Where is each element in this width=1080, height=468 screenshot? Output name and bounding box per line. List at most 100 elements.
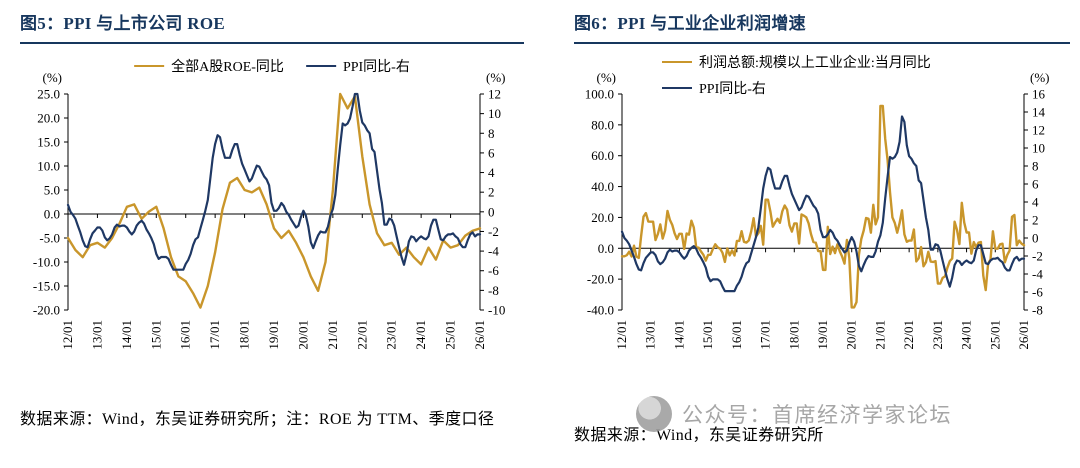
y-tick-label-right: 0 xyxy=(488,204,495,219)
y-tick-label-right: 6 xyxy=(1032,177,1039,192)
legend-item: PPI同比-右 xyxy=(662,78,766,98)
figure6-chart: 利润总额:规模以上工业企业:当月同比 PPI同比-右 100.0 80.0 60.0 4… xyxy=(574,48,1070,396)
y-tick-label-left: 40.0 xyxy=(591,179,614,194)
y-tick-label-right: 6 xyxy=(488,145,495,160)
x-tick-label: 16/01 xyxy=(178,320,193,350)
figure5-chart: 全部A股ROE-同比 PPI同比-右 25.0 20.0 15.0 10.0 5.0 0.0… xyxy=(20,48,524,396)
y-tick-label-left: 15.0 xyxy=(37,135,60,150)
watermark-logo-icon xyxy=(636,396,672,432)
legend-label: PPI同比-右 xyxy=(342,60,410,75)
x-tick-label: 18/01 xyxy=(786,320,801,350)
y-tick-label-right: 8 xyxy=(1032,159,1039,174)
x-tick-label: 14/01 xyxy=(671,320,686,350)
y-tick-label-right: 2 xyxy=(488,185,495,200)
y-tick-label-right: 12 xyxy=(1032,123,1045,138)
watermark: 公众号：首席经济学家论坛 xyxy=(636,396,952,432)
x-tick-label: 24/01 xyxy=(959,320,974,350)
legend-line-marker xyxy=(662,87,692,89)
x-tick-label: 23/01 xyxy=(384,320,399,350)
y-tick-label-right: -4 xyxy=(1032,267,1043,282)
y-tick-label-left: 5.0 xyxy=(44,183,60,198)
y-tick-label-left: -40.0 xyxy=(587,303,614,318)
y-tick-label-right: 4 xyxy=(1032,195,1039,210)
x-tick-label: 20/01 xyxy=(295,320,310,350)
x-tick-label: 26/01 xyxy=(1016,320,1031,350)
x-tick-label: 15/01 xyxy=(700,320,715,350)
figure6-title: 图6：PPI 与工业企业利润增速 xyxy=(574,6,1070,44)
x-tick-label: 20/01 xyxy=(844,320,859,350)
y-tick-label-left: 10.0 xyxy=(37,159,60,174)
series-line-1 xyxy=(620,115,1026,293)
panel-figure5: 图5：PPI 与上市公司 ROE 全部A股ROE-同比 PPI同比-右 25.0 2… xyxy=(20,14,524,428)
right-axis-unit: (%) xyxy=(1030,70,1050,85)
y-tick-label-right: -10 xyxy=(488,303,505,318)
figure5-plot: 25.0 20.0 15.0 10.0 5.0 0.0 -5.0 -10.0 -15.0 -20.… xyxy=(33,70,506,350)
y-tick-label-left: -15.0 xyxy=(33,279,60,294)
y-tick-label-right: -6 xyxy=(488,263,499,278)
figure5-legend: 全部A股ROE-同比 PPI同比-右 xyxy=(134,56,410,76)
x-tick-label: 26/01 xyxy=(472,320,487,350)
y-tick-label-left: 60.0 xyxy=(591,148,614,163)
legend-label: 利润总额:规模以上工业企业:当月同比 xyxy=(699,56,931,71)
legend-line-marker xyxy=(662,61,692,63)
legend-line-marker xyxy=(134,65,165,67)
y-tick-label-left: -20.0 xyxy=(587,272,614,287)
legend-label: PPI同比-右 xyxy=(699,82,766,97)
x-tick-label: 22/01 xyxy=(901,320,916,350)
y-tick-label-right: -6 xyxy=(1032,285,1043,300)
figure6-legend: 利润总额:规模以上工业企业:当月同比 PPI同比-右 xyxy=(662,52,931,98)
x-tick-label: 16/01 xyxy=(729,320,744,350)
x-tick-label: 14/01 xyxy=(119,320,134,350)
x-tick-label: 24/01 xyxy=(413,320,428,350)
x-tick-label: 13/01 xyxy=(89,320,104,350)
y-tick-label-left: 0.0 xyxy=(44,207,60,222)
y-tick-label-right: -4 xyxy=(488,244,499,259)
x-tick-label: 12/01 xyxy=(60,320,75,350)
y-tick-label-right: 0 xyxy=(1032,231,1039,246)
right-axis-unit: (%) xyxy=(486,70,506,85)
x-tick-label: 13/01 xyxy=(643,320,658,350)
y-tick-label-right: 2 xyxy=(1032,213,1039,228)
y-tick-label-left: 0.0 xyxy=(598,241,614,256)
x-tick-label: 18/01 xyxy=(237,320,252,350)
y-tick-label-right: -2 xyxy=(1032,249,1043,264)
series-line-0 xyxy=(620,104,1026,309)
x-tick-label: 19/01 xyxy=(266,320,281,350)
series-line-0 xyxy=(66,92,482,309)
x-tick-label: 21/01 xyxy=(325,320,340,350)
x-tick-label: 25/01 xyxy=(987,320,1002,350)
x-tick-label: 19/01 xyxy=(815,320,830,350)
legend-line-marker xyxy=(305,65,336,67)
y-tick-label-left: -10.0 xyxy=(33,255,60,270)
y-tick-label-right: 10 xyxy=(1032,141,1045,156)
y-tick-label-right: 16 xyxy=(1032,87,1046,102)
y-tick-label-left: 20.0 xyxy=(591,210,614,225)
x-tick-label: 17/01 xyxy=(758,320,773,350)
y-tick-label-right: -8 xyxy=(1032,303,1043,318)
watermark-text: 公众号：首席经济学家论坛 xyxy=(682,403,952,427)
x-tick-label: 12/01 xyxy=(614,320,629,350)
y-tick-label-left: 20.0 xyxy=(37,111,60,126)
y-tick-label-left: -5.0 xyxy=(39,231,60,246)
y-tick-label-right: 10 xyxy=(488,106,501,121)
y-tick-label-right: 14 xyxy=(1032,105,1046,120)
series-line-1 xyxy=(66,92,482,271)
legend-item: PPI同比-右 xyxy=(305,56,410,76)
x-tick-label: 23/01 xyxy=(930,320,945,350)
y-tick-label-left: 100.0 xyxy=(585,87,614,102)
y-tick-label-left: 25.0 xyxy=(37,87,60,102)
y-tick-label-right: -8 xyxy=(488,283,499,298)
y-tick-label-left: 80.0 xyxy=(591,117,614,132)
legend-item: 利润总额:规模以上工业企业:当月同比 xyxy=(662,52,931,72)
legend-label: 全部A股ROE-同比 xyxy=(171,60,284,75)
x-tick-label: 15/01 xyxy=(148,320,163,350)
figure6-plot: 100.0 80.0 60.0 40.0 20.0 0.0 -20.0 -40.0 16 14 12… xyxy=(585,70,1050,350)
left-axis-unit: (%) xyxy=(43,70,63,85)
x-tick-label: 21/01 xyxy=(872,320,887,350)
x-tick-label: 17/01 xyxy=(207,320,222,350)
x-tick-label: 25/01 xyxy=(443,320,458,350)
y-tick-label-right: 8 xyxy=(488,126,495,141)
panel-figure6: 图6：PPI 与工业企业利润增速 利润总额:规模以上工业企业:当月同比 PPI同比… xyxy=(540,0,1080,468)
y-tick-label-right: 4 xyxy=(488,165,495,180)
